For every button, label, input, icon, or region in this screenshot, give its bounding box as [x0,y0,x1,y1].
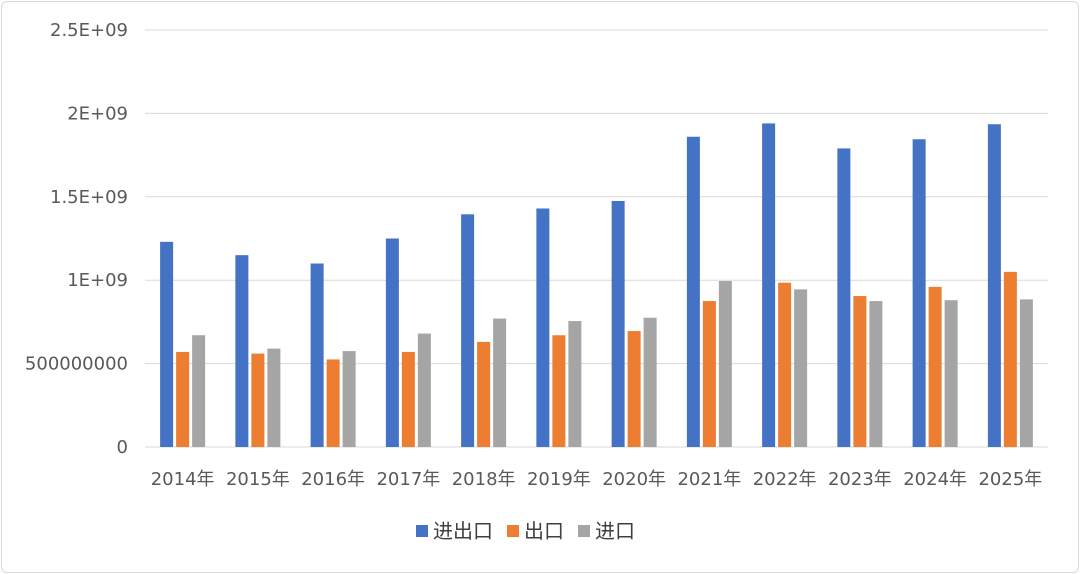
bar-出口-2020年 [627,331,641,447]
bar-进口-2014年 [192,335,206,447]
bar-进口-2024年 [944,300,958,447]
legend: 进出口 出口 进口 [416,519,635,543]
legend-swatch-出口 [507,525,519,537]
bar-进口-2019年 [568,321,582,447]
bar-进出口-2018年 [461,214,475,447]
bar-进口-2025年 [1019,299,1033,447]
bar-出口-2019年 [552,335,566,447]
y-tick-label: 500000000 [25,354,128,375]
bar-进出口-2023年 [837,148,851,448]
legend-swatch-进出口 [416,525,428,537]
bar-进出口-2021年 [686,136,700,447]
bar-出口-2025年 [1003,271,1017,447]
bar-出口-2015年 [251,353,265,447]
y-tick-label: 0 [117,437,128,458]
bar-进口-2022年 [794,289,808,447]
bar-进出口-2017年 [385,238,399,447]
bar-出口-2024年 [928,286,942,447]
x-tick-label: 2022年 [753,469,817,490]
legend-label: 进出口 [433,519,493,543]
bar-出口-2017年 [401,351,415,447]
bar-进口-2018年 [493,318,507,447]
y-axis-ticks: 0 500000000 1E+09 1.5E+09 2E+09 2.5E+09 [25,20,128,458]
gridlines [145,29,1048,448]
x-tick-label: 2019年 [527,469,591,490]
bar-进出口-2015年 [235,255,249,447]
bar-进出口-2014年 [160,241,174,447]
bar-进出口-2020年 [611,200,625,447]
x-tick-label: 2023年 [828,469,892,490]
legend-label: 出口 [524,519,564,543]
legend-label: 进口 [595,519,635,543]
bar-出口-2022年 [778,282,792,447]
y-tick-label: 1.5E+09 [50,187,128,208]
x-tick-label: 2014年 [151,469,215,490]
x-tick-label: 2024年 [903,469,967,490]
bar-出口-2023年 [853,296,867,447]
bar-进口-2020年 [643,317,657,447]
bar-进出口-2022年 [762,123,776,448]
x-tick-label: 2025年 [978,469,1042,490]
bar-出口-2014年 [176,351,190,447]
y-tick-label: 1E+09 [67,270,128,291]
y-tick-label: 2.5E+09 [50,20,128,41]
x-tick-label: 2016年 [301,469,365,490]
y-tick-label: 2E+09 [67,103,128,124]
x-tick-label: 2020年 [602,469,666,490]
bar-进出口-2016年 [310,263,324,447]
bar-出口-2016年 [326,359,340,447]
bar-进出口-2024年 [912,139,926,447]
x-tick-label: 2018年 [452,469,516,490]
bar-进口-2015年 [267,348,281,447]
x-tick-label: 2017年 [376,469,440,490]
bar-进口-2021年 [718,281,732,447]
bars [160,123,1033,448]
legend-swatch-进口 [578,525,590,537]
bar-进口-2023年 [869,301,883,447]
x-tick-label: 2021年 [677,469,741,490]
bar-进口-2016年 [342,351,356,447]
bar-进出口-2025年 [987,124,1001,447]
bar-出口-2021年 [702,301,716,447]
bar-出口-2018年 [477,341,491,447]
x-axis-ticks: 2014年 2015年 2016年 2017年 2018年 2019年 2020年 2021年… [151,469,1043,490]
bar-进出口-2019年 [536,208,550,447]
bar-进口-2017年 [417,333,431,447]
x-tick-label: 2015年 [226,469,290,490]
